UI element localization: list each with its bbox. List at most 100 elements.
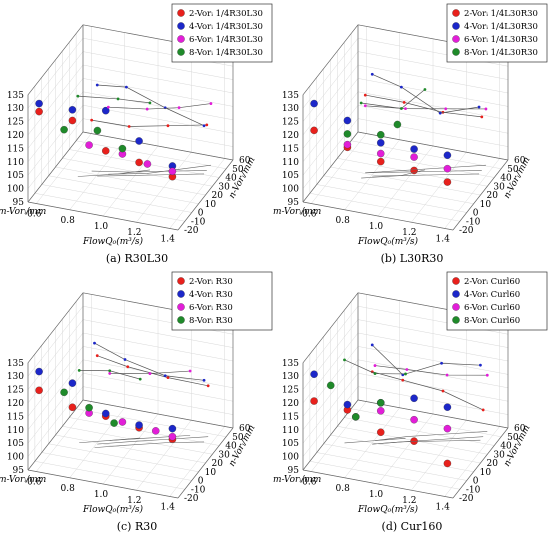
y-tick-label: 105: [282, 439, 299, 449]
floor-projection-line: [94, 441, 205, 448]
x-tick-label: 1.0: [94, 222, 109, 232]
chart-panel: 95 100 105 110 115 120 125 130 135 0.6 0.8 1.0 1.2 1.…: [273, 3, 548, 265]
series-line-point: [438, 111, 442, 115]
gridline: [344, 149, 495, 178]
gridline: [76, 140, 227, 169]
series-line-point: [126, 365, 130, 369]
axis-edge: [27, 24, 84, 96]
legend-label: 2-Vorᵢ 1/4L30R30: [464, 9, 538, 19]
floor-projection-line: [365, 170, 482, 174]
series-line-point: [401, 378, 405, 382]
legend-label: 6-Vorᵢ 1/4L30R30: [464, 35, 538, 45]
gridline: [34, 193, 185, 222]
series-line-point: [445, 373, 449, 377]
gridline: [41, 184, 192, 213]
data-point: [343, 130, 352, 138]
axis-edge: [27, 201, 179, 231]
data-point: [310, 370, 318, 379]
series-line: [97, 84, 205, 127]
data-point: [168, 424, 177, 433]
series-line: [365, 94, 482, 118]
z-tick-label: 30: [493, 182, 505, 192]
y-tick-label: 120: [282, 131, 299, 141]
series-line-point: [441, 389, 445, 393]
series-line-point: [404, 107, 407, 111]
axis-edge: [27, 469, 179, 499]
chart-panel: 95 100 105 110 115 120 125 130 135 0.6 0.8 1.0 1.2 1.…: [273, 271, 548, 533]
y-axis-label: m-Vorᵢ/mm: [0, 475, 46, 485]
data-point: [102, 106, 110, 115]
legend: 2-Vorᵢ 1/4R30L30 4-Vorᵢ 1/4R30L30 6-Vorᵢ 1…: [171, 3, 273, 63]
series-line: [374, 365, 488, 376]
floor-projection-line: [97, 436, 209, 445]
series-line-point: [205, 123, 209, 127]
data-point: [151, 427, 160, 435]
y-tick-label: 115: [7, 412, 24, 422]
data-point: [352, 413, 360, 421]
y-tick-label: 125: [7, 386, 24, 396]
legend-marker: [452, 35, 460, 43]
y-tick-label: 120: [7, 131, 24, 141]
gridline: [62, 158, 213, 187]
series-line-point: [402, 100, 406, 104]
data-point: [343, 116, 352, 125]
series-line-point: [363, 93, 367, 97]
legend: 2-Vorᵢ R30 4-Vorᵢ R30 6-Vorᵢ R30 8-Vorᵢ R30: [171, 271, 273, 331]
legend-marker: [452, 316, 460, 324]
series-line-point: [202, 378, 206, 382]
y-tick-label: 110: [282, 426, 299, 436]
legend-label: 6-Vorᵢ Curl60: [464, 303, 520, 313]
data-point: [410, 415, 418, 424]
legend-box: [446, 271, 548, 331]
series-line-point: [485, 373, 489, 377]
data-point: [393, 120, 402, 129]
gridline: [323, 443, 474, 472]
series-line-point: [148, 101, 152, 105]
y-tick-label: 115: [282, 412, 299, 422]
data-point: [410, 153, 418, 161]
data-point: [343, 400, 352, 409]
y-tick-label: 100: [282, 453, 299, 463]
data-point: [68, 106, 77, 114]
series-line-point: [138, 377, 142, 381]
data-point: [410, 145, 418, 153]
x-tick-label: 1.4: [436, 234, 451, 244]
x-tick-label: 0.8: [336, 216, 351, 226]
series-line-point: [95, 354, 99, 358]
legend-marker: [177, 35, 185, 43]
z-tick-label: 10: [480, 468, 492, 478]
legend-marker: [177, 290, 185, 298]
data-point: [377, 149, 385, 158]
data-point: [118, 144, 127, 153]
series-line-point: [206, 384, 210, 388]
y-tick-label: 130: [282, 372, 299, 382]
z-tick-label: 50: [232, 433, 244, 443]
series-line-point: [477, 105, 481, 109]
z-tick-label: -10: [191, 485, 206, 495]
series-line-point: [177, 106, 181, 110]
data-point: [60, 388, 68, 397]
y-tick-label: 100: [282, 185, 299, 195]
x-tick-label: 0.8: [336, 484, 351, 494]
series-line-point: [484, 107, 488, 111]
series-line-point: [373, 372, 377, 376]
data-point: [377, 157, 385, 166]
data-point: [143, 160, 152, 168]
z-tick-label: 40: [225, 174, 237, 184]
legend-label: 2-Vorᵢ R30: [189, 277, 233, 287]
gridline: [34, 461, 185, 490]
series-line-point: [77, 368, 81, 372]
legend-marker: [177, 277, 185, 285]
legend-label: 6-Vorᵢ 1/4R30L30: [189, 35, 263, 45]
series-line-point: [209, 102, 213, 105]
y-tick-label: 115: [7, 144, 24, 154]
legend-marker: [452, 290, 460, 298]
data-point: [377, 428, 385, 437]
y-tick-label: 105: [7, 439, 24, 449]
z-tick-label: 50: [507, 165, 519, 175]
series-line-point: [480, 115, 484, 119]
series-line-point: [404, 372, 407, 376]
series-line-point: [343, 358, 346, 362]
data-point: [135, 158, 143, 167]
